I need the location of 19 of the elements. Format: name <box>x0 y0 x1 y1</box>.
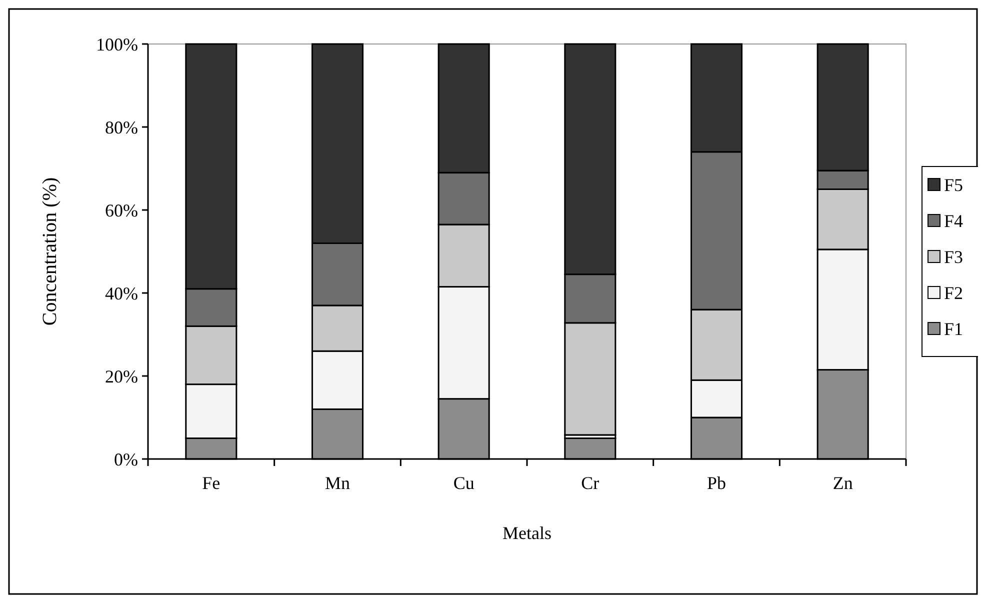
x-tick-label: Cu <box>453 473 474 493</box>
y-tick-label: 20% <box>105 366 138 386</box>
y-tick-label: 100% <box>96 34 138 54</box>
legend-label: F2 <box>944 282 964 303</box>
legend-label: F3 <box>944 246 964 267</box>
x-tick-label: Zn <box>832 473 853 493</box>
x-tick-label: Cr <box>581 473 600 493</box>
legend-label: F4 <box>944 210 964 231</box>
y-axis-title: Concentration (%) <box>39 177 61 326</box>
y-tick-label: 60% <box>105 200 138 220</box>
y-tick-label: 80% <box>105 117 138 138</box>
x-tick-label: Mn <box>324 473 350 493</box>
legend-label: F1 <box>944 318 964 339</box>
x-tick-label: Fe <box>202 473 220 493</box>
y-tick-label: 0% <box>114 449 138 470</box>
x-tick-label: Pb <box>706 473 726 493</box>
x-axis-title: Metals <box>502 523 552 543</box>
y-tick-label: 40% <box>105 283 138 304</box>
legend-label: F5 <box>944 174 964 195</box>
